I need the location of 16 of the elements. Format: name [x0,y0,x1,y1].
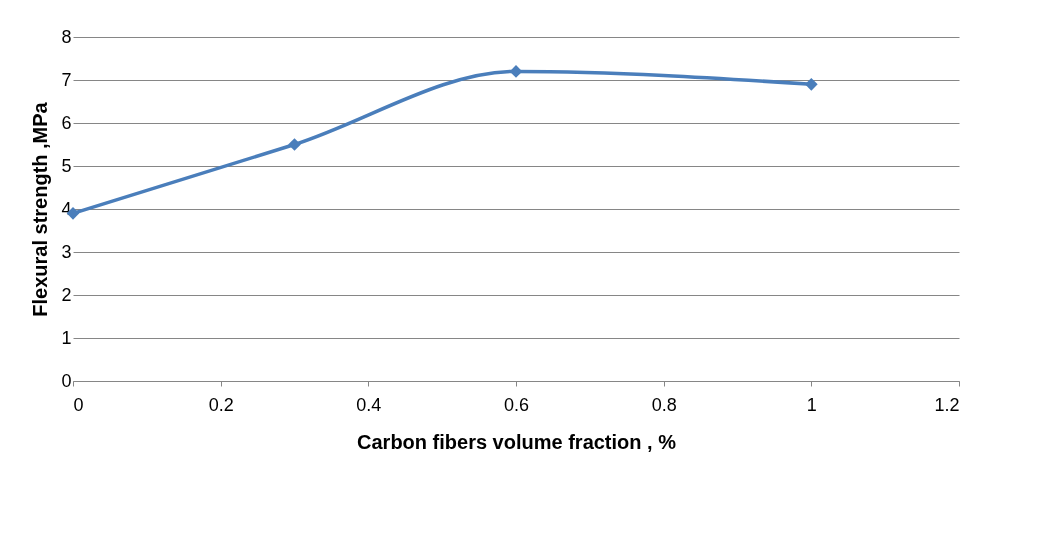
y-tick-label: 7 [61,69,72,90]
x-tick-label: 0.6 [503,394,530,415]
x-tick-label: 0.8 [651,394,677,415]
y-tick-label: 1 [61,327,72,348]
y-tick-label: 3 [61,241,72,262]
x-axis-title: Carbon fibers volume fraction , % [357,430,677,453]
x-tick-label: 0.2 [208,394,234,415]
y-tick-label: 2 [61,284,72,305]
y-tick-label: 8 [61,26,72,47]
y-axis-title: Flexural strength ,MPa [29,101,52,317]
y-tick-label: 5 [61,155,72,176]
x-tick-label: 0.4 [356,394,382,415]
y-tick-label: 6 [61,112,72,133]
x-tick-label: 1.2 [934,394,960,415]
y-tick-label: 0 [61,370,72,391]
x-tick-label: 1 [806,394,817,415]
